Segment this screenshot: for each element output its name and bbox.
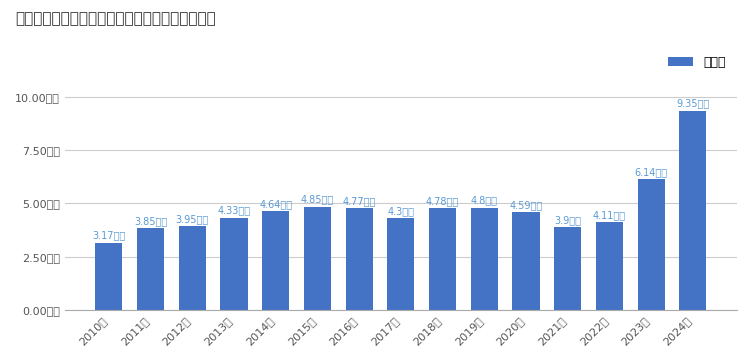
- Text: 4.85兆円: 4.85兆円: [301, 194, 334, 205]
- Text: 4.3兆円: 4.3兆円: [387, 206, 414, 216]
- Bar: [679, 110, 706, 310]
- Text: 6.14兆円: 6.14兆円: [635, 167, 668, 177]
- Bar: [471, 208, 498, 310]
- Text: 3.95兆円: 3.95兆円: [176, 214, 209, 224]
- Text: 三井住友フィナンシャルグループの売上高の推移: 三井住友フィナンシャルグループの売上高の推移: [15, 11, 216, 26]
- Bar: [179, 226, 206, 310]
- Bar: [429, 208, 456, 310]
- Bar: [262, 211, 290, 310]
- Text: 4.78兆円: 4.78兆円: [426, 196, 459, 206]
- Text: 4.64兆円: 4.64兆円: [259, 199, 293, 209]
- Bar: [638, 179, 665, 310]
- Bar: [512, 212, 540, 310]
- Text: 4.11兆円: 4.11兆円: [593, 210, 626, 220]
- Bar: [387, 218, 414, 310]
- Bar: [304, 207, 331, 310]
- Text: 9.35兆円: 9.35兆円: [676, 98, 709, 108]
- Bar: [346, 209, 373, 310]
- Text: 4.33兆円: 4.33兆円: [217, 206, 250, 216]
- Bar: [220, 218, 247, 310]
- Bar: [137, 228, 164, 310]
- Bar: [554, 227, 581, 310]
- Text: 3.17兆円: 3.17兆円: [92, 231, 126, 240]
- Legend: 売上高: 売上高: [663, 51, 731, 74]
- Text: 4.8兆円: 4.8兆円: [471, 195, 498, 206]
- Bar: [96, 243, 123, 310]
- Text: 3.85兆円: 3.85兆円: [134, 216, 167, 226]
- Text: 3.9兆円: 3.9兆円: [554, 215, 581, 225]
- Text: 4.77兆円: 4.77兆円: [342, 196, 376, 206]
- Text: 4.59兆円: 4.59兆円: [509, 200, 543, 210]
- Bar: [596, 223, 623, 310]
